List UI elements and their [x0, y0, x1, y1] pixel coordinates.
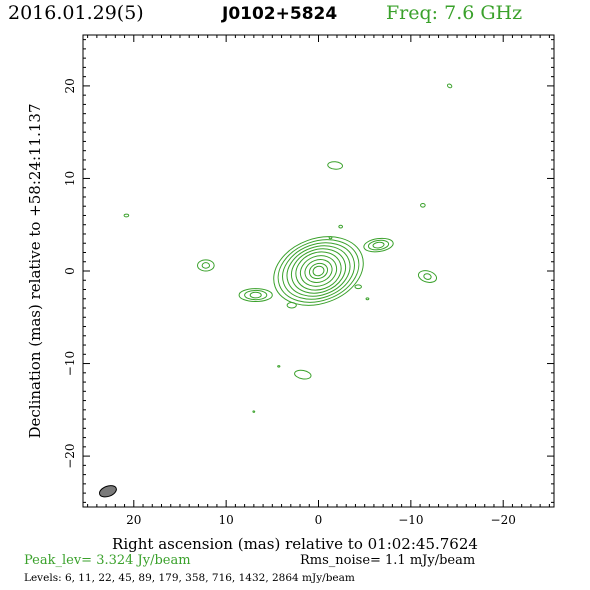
component-14-contour-level-0	[277, 365, 281, 368]
observation-date: 2016.01.29(5)	[8, 2, 144, 24]
y-axis-label: Declination (mas) relative to +58:24:11.…	[26, 103, 44, 438]
x-tick-label: 0	[315, 513, 323, 527]
y-tick-label: −10	[63, 351, 77, 376]
component-10-contour-level-0	[354, 284, 362, 290]
component-13-contour-level-0	[365, 297, 370, 301]
contour-layer	[123, 83, 453, 413]
core-contour-level-2	[304, 259, 333, 283]
x-axis-label: Right ascension (mas) relative to 01:02:…	[112, 535, 478, 553]
y-tick-label: 0	[63, 267, 77, 275]
core-contour-level-7	[282, 242, 355, 300]
component-0-contour-level-2	[238, 288, 273, 303]
core-contour-level-8	[277, 239, 360, 303]
frequency-label: Freq: 7.6 GHz	[386, 2, 523, 24]
contour-levels: Levels: 6, 11, 22, 45, 89, 179, 358, 716…	[24, 572, 355, 584]
rms-noise: Rms_noise= 1.1 mJy/beam	[300, 553, 476, 568]
component-0-contour-level-1	[244, 289, 268, 301]
component-12-contour-level-0	[328, 236, 333, 240]
y-tick-label: −20	[63, 443, 77, 468]
component-11-contour-level-0	[338, 224, 344, 229]
component-1-contour-level-2	[363, 237, 394, 253]
component-4-contour-level-0	[327, 161, 343, 170]
core-contour-level-9	[273, 236, 364, 306]
x-tick-label: 10	[219, 513, 234, 527]
component-7-contour-level-0	[420, 202, 426, 208]
x-tick-label: 20	[126, 513, 141, 527]
component-5-contour-level-0	[294, 369, 312, 380]
y-tick-label: 20	[63, 78, 77, 93]
core-contour-level-1	[308, 262, 329, 280]
y-tick-label: 10	[63, 171, 77, 186]
x-tick-label: −10	[398, 513, 423, 527]
core-contour-level-4	[295, 251, 342, 291]
component-2-contour-level-0	[201, 262, 211, 269]
component-6-contour-level-0	[286, 301, 297, 309]
beam-ellipse	[99, 485, 117, 498]
component-15-contour-level-0	[252, 410, 256, 413]
peak-level: Peak_lev= 3.324 Jy/beam	[24, 553, 191, 568]
tick-layer	[83, 35, 554, 507]
core-contour-level-6	[286, 245, 351, 297]
tick-label-layer: 20 10 0 −10 −20 20 10 0 −10 −20	[63, 78, 516, 527]
beam-layer	[99, 485, 117, 498]
component-2-contour-level-1	[197, 259, 215, 272]
core-contour-level-0	[312, 265, 325, 277]
component-3-contour-level-0	[423, 273, 432, 280]
plot-frame	[82, 34, 555, 508]
component-1-contour-level-0	[372, 241, 385, 249]
component-0-contour-level-0	[249, 291, 262, 299]
component-8-contour-level-0	[446, 83, 453, 89]
x-tick-label: −20	[491, 513, 516, 527]
component-9-contour-level-0	[123, 213, 130, 218]
component-3-contour-level-1	[417, 270, 438, 283]
core-contour-level-3	[299, 255, 338, 287]
source-name: J0102+5824	[222, 4, 338, 24]
component-1-contour-level-1	[367, 239, 390, 251]
core-contour-level-5	[290, 248, 347, 294]
